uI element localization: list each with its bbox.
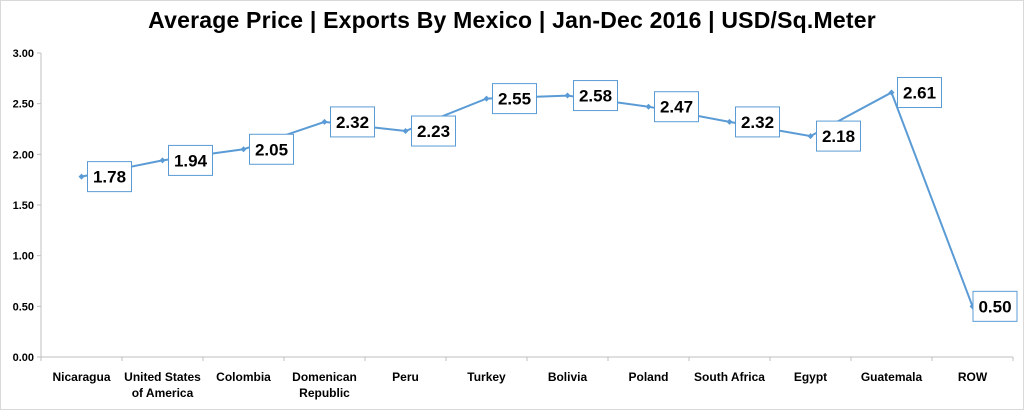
data-label: 2.58	[579, 87, 612, 106]
x-category-label: United States of America	[124, 370, 201, 400]
data-label: 2.55	[498, 90, 531, 109]
data-label-box	[330, 106, 375, 138]
data-point-marker	[321, 118, 328, 125]
data-label: 0.50	[978, 297, 1011, 316]
y-tick-label: 1.50	[13, 200, 34, 212]
data-label-box	[411, 115, 456, 147]
chart-title: Average Price | Exports By Mexico | Jan-…	[148, 7, 876, 33]
data-label: 2.18	[822, 127, 855, 146]
x-category-label: Poland	[628, 370, 668, 384]
data-point-marker	[564, 92, 571, 99]
data-label-box	[972, 290, 1018, 322]
data-point-marker	[402, 128, 409, 135]
x-category-label: Domenican Republic	[292, 370, 357, 400]
y-tick-label: 2.50	[13, 99, 34, 111]
data-label-box	[249, 133, 294, 165]
data-point-marker	[645, 103, 652, 110]
y-tick-label: 0.00	[13, 352, 34, 364]
data-label-box	[735, 106, 780, 138]
y-tick-label: 3.00	[13, 48, 34, 60]
x-category-label: Turkey	[467, 370, 506, 384]
data-label: 1.78	[93, 168, 126, 187]
data-label-box	[816, 120, 861, 152]
x-category-label: ROW	[958, 370, 988, 384]
y-tick-label: 1.00	[13, 251, 34, 263]
data-point-marker	[726, 118, 733, 125]
data-point-marker	[240, 146, 247, 153]
x-category-label: Colombia	[216, 370, 271, 384]
x-category-label: South Africa	[694, 370, 765, 384]
y-tick-label: 0.50	[13, 301, 34, 313]
data-label: 2.23	[417, 122, 450, 141]
data-label-box	[573, 80, 618, 112]
data-point-marker	[159, 157, 166, 164]
data-label: 2.32	[336, 113, 369, 132]
data-label-box	[168, 144, 213, 176]
data-label-box	[654, 91, 699, 123]
data-point-marker	[807, 133, 814, 140]
data-label: 1.94	[174, 151, 208, 170]
data-label: 2.47	[660, 98, 693, 117]
x-category-label: Egypt	[794, 370, 827, 384]
data-label: 2.32	[741, 113, 774, 132]
x-category-label: Nicaragua	[52, 370, 110, 384]
data-label-box	[87, 161, 132, 193]
data-point-marker	[888, 89, 895, 96]
data-label: 2.05	[255, 140, 288, 159]
data-label: 2.61	[903, 84, 936, 103]
data-label-box	[897, 77, 942, 109]
x-category-label: Guatemala	[861, 370, 923, 384]
x-category-label: Bolivia	[548, 370, 588, 384]
x-category-label: Peru	[392, 370, 419, 384]
data-point-marker	[78, 173, 85, 180]
y-tick-label: 2.00	[13, 149, 34, 161]
data-point-marker	[483, 95, 490, 102]
data-label-box	[492, 83, 537, 115]
